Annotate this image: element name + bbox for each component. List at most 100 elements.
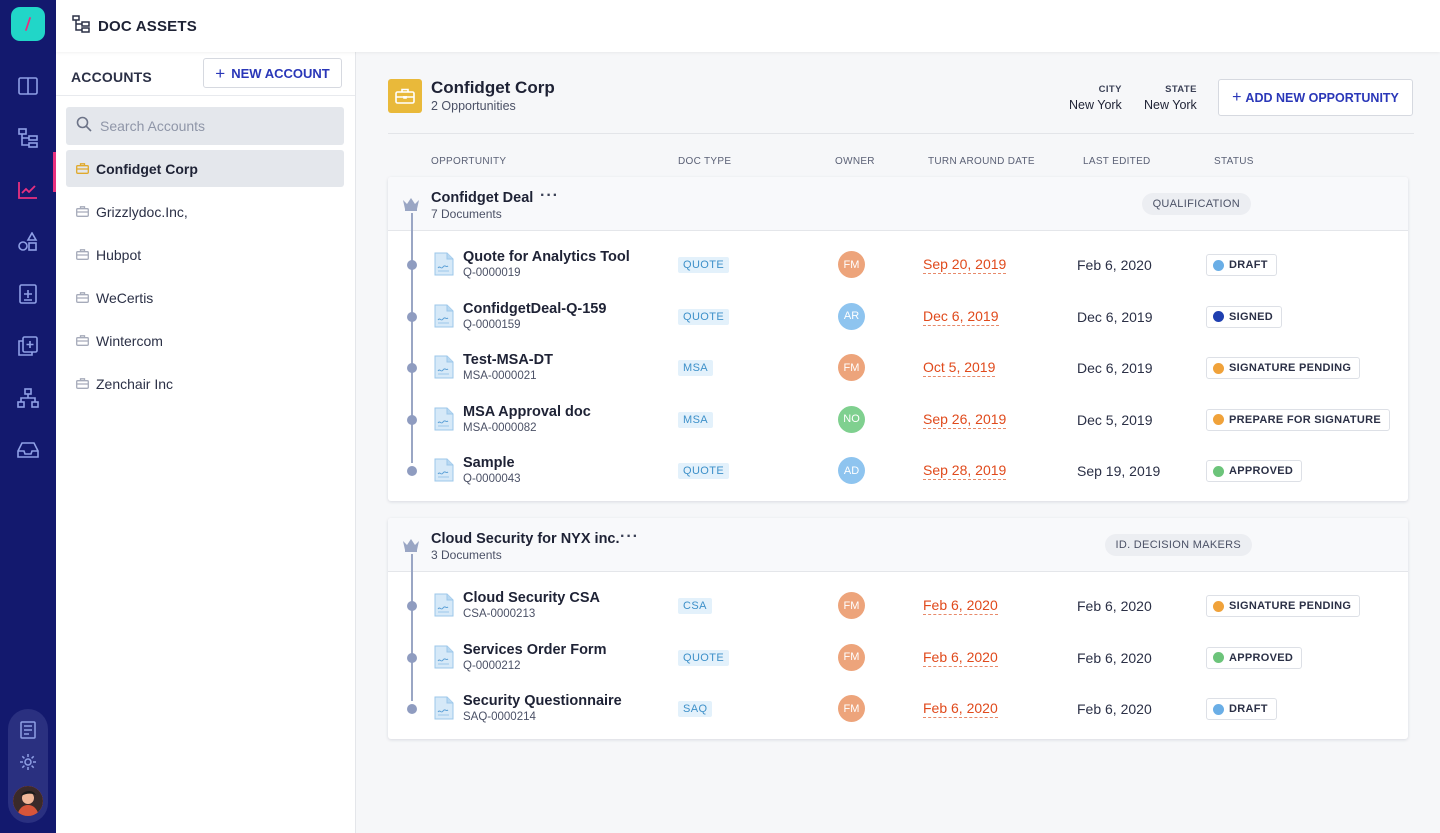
status-badge[interactable]: SIGNATURE PENDING — [1206, 357, 1361, 380]
document-title[interactable]: Cloud Security CSA — [463, 590, 600, 606]
document-title[interactable]: MSA Approval doc — [463, 403, 591, 420]
city-value: New York — [1069, 98, 1122, 112]
owner-avatar[interactable]: FM — [838, 354, 865, 382]
owner-avatar[interactable]: FM — [838, 643, 865, 671]
document-row[interactable]: Sample Q-0000043 QUOTE AD Sep 28, 2019 Sep 19… — [388, 444, 1408, 496]
document-row[interactable]: Quote for Analytics Tool Q-0000019 QUOTE FM… — [388, 238, 1408, 290]
account-item-label: Grizzlydoc.Inc, — [96, 203, 188, 220]
last-edited-date: Feb 6, 2020 — [1077, 701, 1152, 718]
document-row[interactable]: Cloud Security CSA CSA-0000213 CSA FM Feb 6,… — [388, 579, 1408, 631]
status-label: APPROVED — [1229, 651, 1294, 664]
account-item[interactable]: Hubpot — [66, 236, 344, 273]
status-badge[interactable]: APPROVED — [1206, 460, 1303, 483]
turn-around-date[interactable]: Feb 6, 2020 — [923, 597, 998, 615]
column-doc-type[interactable]: DOC TYPE — [678, 156, 732, 167]
document-row[interactable]: ConfidgetDeal-Q-159 Q-0000159 QUOTE AR Dec 6… — [388, 290, 1408, 342]
briefcase-icon — [76, 290, 89, 306]
app-rail — [0, 0, 56, 833]
turn-around-date[interactable]: Sep 20, 2019 — [923, 256, 1007, 274]
document-row[interactable]: MSA Approval doc MSA-0000082 MSA NO Sep 26, … — [388, 393, 1408, 445]
document-row[interactable]: Test-MSA-DT MSA-0000021 MSA FM Oct 5, 2019 De… — [388, 341, 1408, 393]
new-account-button[interactable]: + NEW ACCOUNT — [203, 58, 342, 88]
last-edited-date: Feb 6, 2020 — [1077, 257, 1152, 273]
turn-around-date[interactable]: Feb 6, 2020 — [923, 700, 998, 719]
crown-icon — [402, 197, 420, 216]
document-title[interactable]: Test-MSA-DT — [463, 352, 553, 369]
account-item-label: Zenchair Inc — [96, 375, 174, 392]
stage-badge: ID. DECISION MAKERS — [1104, 534, 1252, 556]
logo-icon[interactable] — [11, 7, 45, 41]
document-plus-icon[interactable] — [14, 280, 42, 308]
analytics-icon[interactable] — [14, 176, 42, 204]
search-box[interactable] — [66, 107, 344, 145]
account-item[interactable]: WeCertis — [66, 279, 344, 316]
document-title[interactable]: Quote for Analytics Tool — [463, 249, 630, 265]
status-label: APPROVED — [1229, 465, 1294, 478]
shapes-icon[interactable] — [14, 228, 42, 256]
doc-type-badge: QUOTE — [678, 463, 730, 480]
timeline-dot — [407, 363, 417, 374]
document-title[interactable]: Security Questionnaire — [463, 693, 622, 710]
status-badge[interactable]: SIGNED — [1206, 305, 1282, 328]
timeline-dot — [407, 652, 417, 663]
search-input[interactable] — [100, 118, 320, 134]
turn-around-date[interactable]: Sep 28, 2019 — [923, 462, 1007, 481]
more-options-icon[interactable]: ··· — [540, 187, 559, 204]
more-options-icon[interactable]: ··· — [620, 528, 639, 545]
account-name: Confidget Corp — [431, 78, 555, 97]
owner-avatar[interactable]: AR — [838, 302, 865, 330]
document-row[interactable]: Services Order Form Q-0000212 QUOTE FM Feb 6… — [388, 631, 1408, 683]
notes-icon[interactable] — [14, 716, 42, 744]
status-badge[interactable]: PREPARE FOR SIGNATURE — [1206, 408, 1390, 431]
opportunity-header[interactable]: Confidget Deal 7 Documents ··· QUALIFICATIO… — [388, 177, 1408, 231]
settings-icon[interactable] — [14, 748, 42, 776]
last-edited-date: Feb 6, 2020 — [1077, 649, 1152, 666]
status-badge[interactable]: DRAFT — [1206, 698, 1277, 721]
doc-type-badge: QUOTE — [678, 649, 730, 666]
hierarchy-icon[interactable] — [14, 124, 42, 152]
network-icon[interactable] — [14, 384, 42, 412]
status-dot — [1213, 414, 1224, 426]
turn-around-date[interactable]: Dec 6, 2019 — [923, 307, 999, 326]
turn-around-date[interactable]: Oct 5, 2019 — [923, 359, 996, 378]
columns-icon[interactable] — [14, 72, 42, 100]
status-label: SIGNATURE PENDING — [1229, 362, 1352, 375]
owner-avatar[interactable]: NO — [838, 405, 865, 433]
owner-avatar[interactable]: FM — [838, 251, 865, 278]
document-title[interactable]: Services Order Form — [463, 641, 607, 658]
column-last-edited[interactable]: LAST EDITED — [1083, 156, 1151, 167]
main-content: Confidget Corp 2 Opportunities CITY New … — [356, 52, 1440, 833]
owner-avatar[interactable]: FM — [838, 695, 865, 723]
document-id: Q-0000019 — [463, 267, 521, 279]
document-title[interactable]: ConfidgetDeal-Q-159 — [463, 300, 607, 317]
column-owner[interactable]: OWNER — [835, 156, 875, 167]
opportunity-header[interactable]: Cloud Security for NYX inc. 3 Documents ··… — [388, 518, 1408, 572]
column-status[interactable]: STATUS — [1214, 156, 1254, 167]
briefcase-icon — [76, 161, 89, 177]
turn-around-date[interactable]: Sep 26, 2019 — [923, 410, 1007, 429]
status-badge[interactable]: DRAFT — [1206, 254, 1277, 276]
avatar[interactable] — [13, 786, 43, 816]
status-dot — [1213, 362, 1224, 374]
account-item[interactable]: Wintercom — [66, 322, 344, 359]
last-edited-date: Dec 6, 2019 — [1077, 308, 1153, 325]
document-icon — [434, 696, 454, 725]
column-turn-around-date[interactable]: TURN AROUND DATE — [928, 156, 1035, 167]
inbox-icon[interactable] — [14, 436, 42, 464]
column-opportunity[interactable]: OPPORTUNITY — [431, 156, 507, 167]
add-opportunity-button[interactable]: + ADD NEW OPPORTUNITY — [1218, 79, 1413, 116]
document-id: SAQ-0000214 — [463, 711, 536, 724]
turn-around-date[interactable]: Feb 6, 2020 — [923, 648, 998, 667]
copy-plus-icon[interactable] — [14, 332, 42, 360]
owner-avatar[interactable]: FM — [838, 592, 865, 619]
plus-icon: + — [215, 63, 226, 83]
document-title[interactable]: Sample — [463, 455, 515, 472]
timeline-dot — [407, 704, 417, 715]
account-item[interactable]: Zenchair Inc — [66, 365, 344, 402]
status-badge[interactable]: SIGNATURE PENDING — [1206, 595, 1361, 617]
status-badge[interactable]: APPROVED — [1206, 646, 1303, 669]
document-row[interactable]: Security Questionnaire SAQ-0000214 SAQ FM Fe… — [388, 682, 1408, 734]
account-item[interactable]: Grizzlydoc.Inc, — [66, 193, 344, 230]
owner-avatar[interactable]: AD — [838, 457, 865, 485]
account-item[interactable]: Confidget Corp — [66, 150, 344, 187]
